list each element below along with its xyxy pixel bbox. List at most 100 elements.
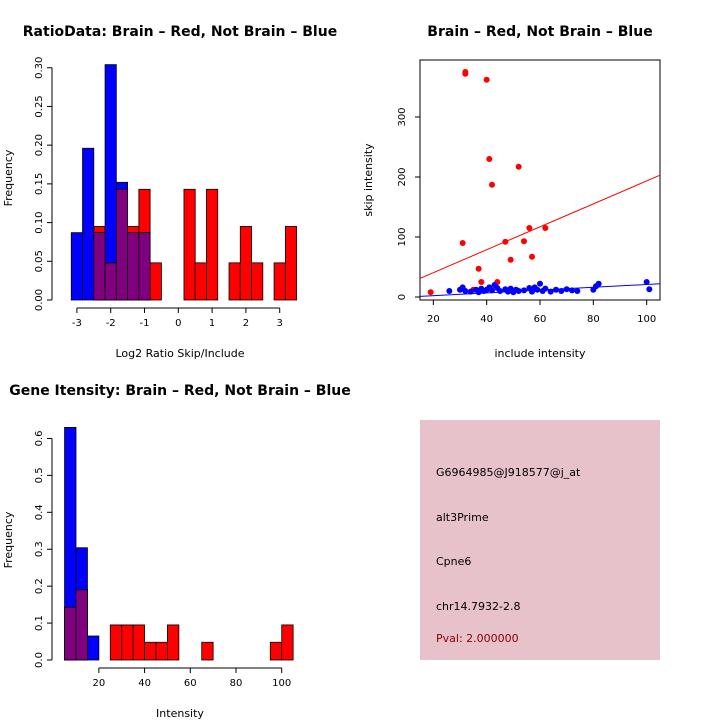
ratio-histogram-panel: RatioData: Brain – Red, Not Brain – Blue… <box>2 24 337 360</box>
gene-x-tick-label: 100 <box>272 678 291 689</box>
gene-brain-bar <box>201 641 214 661</box>
scatter-notbrain-point <box>446 288 453 294</box>
ratio-x-tick-label: 0 <box>175 318 181 329</box>
scatter-brain-point <box>478 279 485 285</box>
ratio-brain-bar <box>194 262 207 301</box>
scatter-notbrain-point <box>521 287 527 294</box>
gene-brain-bar <box>167 624 180 661</box>
scatter-notbrain-point <box>467 288 474 295</box>
ratio-overlap-bar <box>104 262 117 301</box>
scatter-brain-point <box>529 253 535 260</box>
scatter-brain-point <box>459 240 466 246</box>
info-location: chr14.7932-2.8 <box>436 600 521 613</box>
scatter-brain-point <box>489 181 495 188</box>
gene-histogram-title: Gene Itensity: Brain – Red, Not Brain – … <box>9 383 351 399</box>
info-probe-id: G6964985@J918577@j_at <box>436 466 581 479</box>
scatter-x-tick-label: 80 <box>587 314 600 325</box>
ratio-brain-bar <box>149 262 162 301</box>
gene-x-tick-label: 80 <box>230 678 243 689</box>
gene-notbrain-bar <box>87 635 100 661</box>
gene-brain-bar <box>109 624 123 661</box>
scatter-notbrain-point <box>574 288 581 294</box>
ratio-notbrain-bar <box>70 232 83 301</box>
scatter-notbrain-point <box>462 288 469 294</box>
scatter-brain-point <box>483 76 490 83</box>
gene-y-tick-label: 0.0 <box>34 652 45 668</box>
ratio-brain-bar <box>284 226 298 301</box>
scatter-x-tick-label: 100 <box>637 314 656 325</box>
ratio-histogram-ylabel: Frequency <box>2 149 15 206</box>
gene-y-tick-label: 0.6 <box>34 431 45 447</box>
scatter-notbrain-point <box>515 288 522 294</box>
ratio-x-tick-label: -2 <box>106 318 116 329</box>
ratio-x-tick-label: 1 <box>209 318 215 329</box>
scatter-brain-point <box>427 289 434 296</box>
ratio-histogram-xlabel: Log2 Ratio Skip/Include <box>115 347 244 360</box>
ratio-y-tick-label: 0.25 <box>34 95 45 117</box>
scatter-notbrain-point <box>558 288 565 294</box>
gene-brain-bar <box>121 624 134 661</box>
ratio-y-tick-label: 0.15 <box>34 173 45 195</box>
scatter-notbrain-point <box>646 286 653 293</box>
info-pval: Pval: 2.000000 <box>436 632 519 645</box>
scatter-notbrain-point <box>547 288 554 295</box>
info-event-type: alt3Prime <box>436 511 489 524</box>
gene-histogram-xlabel: Intensity <box>156 707 204 720</box>
gene-x-tick-label: 40 <box>138 678 151 689</box>
ratio-brain-bar <box>273 262 286 301</box>
gene-y-tick-label: 0.5 <box>34 467 45 483</box>
ratio-brain-bar <box>228 262 241 301</box>
scatter-brain-point <box>462 69 469 75</box>
gene-overlap-bar <box>64 606 77 661</box>
scatter-title: Brain – Red, Not Brain – Blue <box>427 24 652 40</box>
gene-y-tick-label: 0.4 <box>34 504 45 520</box>
gene-y-tick-label: 0.1 <box>34 615 45 631</box>
info-panel-background <box>420 420 660 660</box>
ratio-overlap-bar <box>93 232 106 301</box>
gene-brain-bar <box>269 641 283 661</box>
scatter-notbrain-point <box>569 287 575 294</box>
gene-brain-bar <box>155 641 168 661</box>
scatter-brain-point <box>475 265 482 272</box>
ratio-y-tick-label: 0.10 <box>34 211 45 233</box>
scatter-notbrain-point <box>542 285 549 292</box>
gene-brain-bar <box>132 624 145 661</box>
ratio-brain-bar <box>251 262 264 301</box>
gene-brain-bar <box>144 641 157 661</box>
ratio-x-tick-label: 3 <box>277 318 283 329</box>
scatter-y-tick-label: 0 <box>397 294 408 300</box>
ratio-brain-bar <box>206 188 219 301</box>
scatter-plot-box <box>419 59 661 301</box>
gene-histogram-ylabel: Frequency <box>2 511 15 568</box>
ratio-brain-bar <box>183 188 196 301</box>
ratio-y-tick-label: 0.05 <box>34 250 45 272</box>
gene-y-tick-label: 0.2 <box>34 578 45 594</box>
scatter-brain-point <box>521 238 527 245</box>
ratio-x-tick-label: -1 <box>140 318 150 329</box>
scatter-y-tick-label: 100 <box>397 227 408 246</box>
scatter-xlabel: include intensity <box>494 347 586 360</box>
scatter-notbrain-point <box>595 280 602 287</box>
scatter-x-tick-label: 60 <box>534 314 547 325</box>
gene-x-tick-label: 60 <box>184 678 197 689</box>
ratio-overlap-bar <box>115 188 129 301</box>
scatter-notbrain-point <box>563 286 570 293</box>
ratio-x-tick-label: -3 <box>72 318 82 329</box>
scatter-ylabel: skip intensity <box>362 143 375 217</box>
gene-y-tick-label: 0.3 <box>34 541 45 557</box>
gene-x-tick-label: 20 <box>92 678 105 689</box>
gene-brain-bar <box>281 624 294 661</box>
ratio-y-tick-label: 0.30 <box>34 57 45 79</box>
scatter-x-tick-label: 20 <box>427 314 440 325</box>
scatter-y-tick-label: 300 <box>397 107 408 126</box>
ratio-brain-bar <box>239 226 252 301</box>
scatter-notbrain-point <box>497 288 503 294</box>
scatter-brain-point <box>526 225 533 231</box>
ratio-notbrain-bar <box>82 147 95 301</box>
scatter-notbrain-point <box>534 286 541 293</box>
scatter-notbrain-point <box>489 287 495 294</box>
scatter-y-tick-label: 200 <box>397 167 408 186</box>
scatter-notbrain-point <box>643 279 650 285</box>
ratio-x-tick-label: 2 <box>243 318 249 329</box>
